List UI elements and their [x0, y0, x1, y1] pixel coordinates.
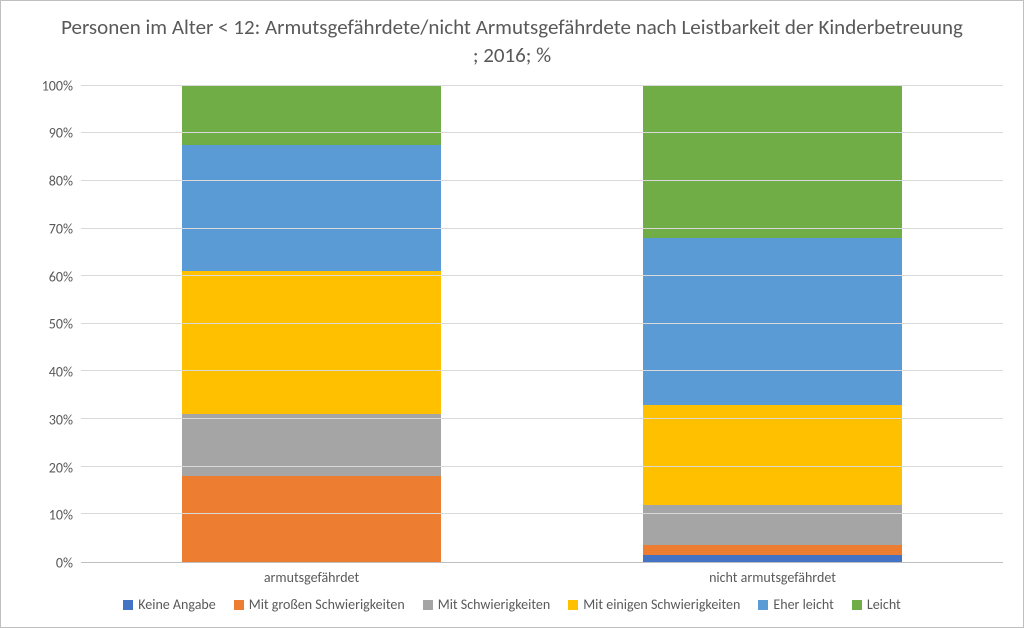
- chart-container: Personen im Alter < 12: Armutsgefährdete…: [0, 0, 1024, 628]
- bar-slot: [542, 86, 1003, 562]
- bars-layer: [81, 86, 1003, 562]
- bar-segment: [643, 555, 901, 562]
- y-tick: 0%: [56, 555, 73, 572]
- y-tick: 70%: [49, 220, 73, 237]
- gridline: [81, 85, 1003, 86]
- gridline: [81, 513, 1003, 514]
- y-tick: 10%: [49, 507, 73, 524]
- bar-segment: [182, 271, 440, 414]
- legend-item: Eher leicht: [758, 596, 833, 613]
- bar-segment: [182, 145, 440, 271]
- chart-title: Personen im Alter < 12: Armutsgefährdete…: [1, 1, 1023, 78]
- gridline: [81, 466, 1003, 467]
- bar-segment: [182, 476, 440, 562]
- y-tick: 90%: [49, 125, 73, 142]
- legend-swatch: [852, 600, 862, 610]
- stacked-bar: [643, 86, 901, 562]
- y-tick: 40%: [49, 364, 73, 381]
- legend-label: Mit einigen Schwierigkeiten: [583, 596, 740, 613]
- gridline: [81, 418, 1003, 419]
- y-tick: 50%: [49, 316, 73, 333]
- legend-label: Leicht: [867, 596, 901, 613]
- legend-label: Mit Schwierigkeiten: [438, 596, 550, 613]
- legend-label: Keine Angabe: [138, 596, 216, 613]
- legend-item: Leicht: [852, 596, 901, 613]
- stacked-bar: [182, 86, 440, 562]
- y-tick: 100%: [42, 77, 73, 94]
- bar-segment: [643, 405, 901, 505]
- bar-segment: [182, 86, 440, 146]
- gridline: [81, 370, 1003, 371]
- x-axis: armutsgefährdetnicht armutsgefährdet: [1, 563, 1023, 588]
- gridline: [81, 180, 1003, 181]
- legend: Keine Angabe Mit großen Schwierigkeiten Mi…: [1, 588, 1023, 627]
- legend-swatch: [123, 600, 133, 610]
- x-axis-label: nicht armutsgefährdet: [542, 563, 1003, 588]
- bar-segment: [643, 505, 901, 545]
- legend-swatch: [758, 600, 768, 610]
- y-tick: 30%: [49, 411, 73, 428]
- legend-label: Eher leicht: [773, 596, 833, 613]
- gridline: [81, 275, 1003, 276]
- legend-label: Mit großen Schwierigkeiten: [249, 596, 405, 613]
- y-tick: 60%: [49, 268, 73, 285]
- plot-wrap: 0%10%20%30%40%50%60%70%80%90%100%: [1, 78, 1023, 563]
- x-axis-label: armutsgefährdet: [81, 563, 542, 588]
- bar-segment: [643, 86, 901, 238]
- gridline: [81, 228, 1003, 229]
- legend-item: Mit großen Schwierigkeiten: [234, 596, 405, 613]
- legend-item: Mit einigen Schwierigkeiten: [568, 596, 740, 613]
- bar-segment: [643, 238, 901, 405]
- bar-slot: [81, 86, 542, 562]
- plot-area: [81, 86, 1003, 563]
- y-axis: 0%10%20%30%40%50%60%70%80%90%100%: [21, 86, 81, 563]
- legend-item: Keine Angabe: [123, 596, 216, 613]
- legend-swatch: [423, 600, 433, 610]
- y-tick: 80%: [49, 173, 73, 190]
- bar-segment: [182, 414, 440, 476]
- bar-segment: [643, 545, 901, 555]
- y-tick: 20%: [49, 459, 73, 476]
- legend-swatch: [234, 600, 244, 610]
- gridline: [81, 323, 1003, 324]
- gridline: [81, 132, 1003, 133]
- legend-item: Mit Schwierigkeiten: [423, 596, 550, 613]
- legend-swatch: [568, 600, 578, 610]
